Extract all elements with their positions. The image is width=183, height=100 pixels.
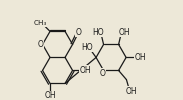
Text: OH: OH: [125, 87, 137, 96]
Text: OH: OH: [79, 66, 91, 75]
Text: HO: HO: [81, 43, 92, 52]
Text: O: O: [76, 28, 82, 37]
Text: OH: OH: [44, 91, 56, 100]
Text: O: O: [99, 69, 105, 78]
Text: CH₃: CH₃: [33, 20, 47, 26]
Text: OH: OH: [118, 28, 130, 36]
Text: OH: OH: [134, 53, 146, 62]
Text: O: O: [37, 40, 43, 49]
Text: HO: HO: [92, 28, 104, 36]
